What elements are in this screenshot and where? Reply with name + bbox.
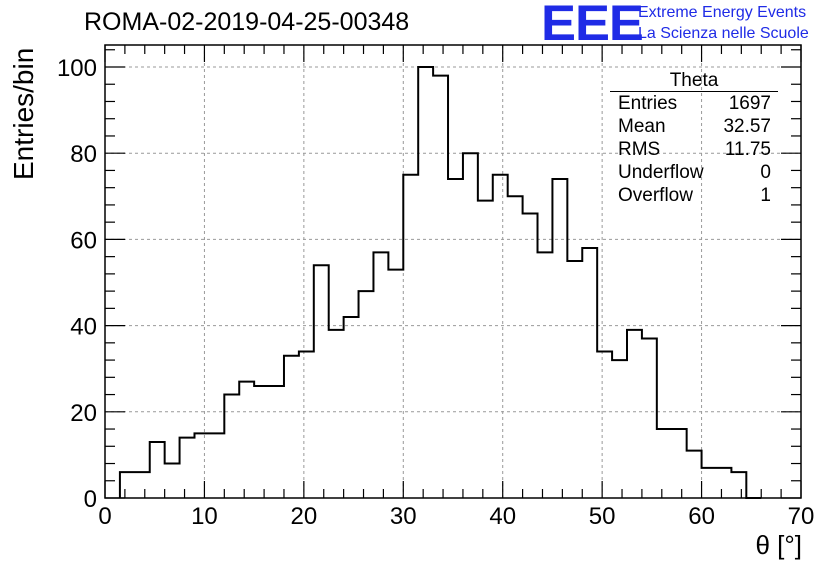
stats-row-rms: RMS 11.75 (610, 138, 778, 161)
x-tick-labels: 0 10 20 30 40 50 60 70 (98, 503, 814, 530)
stats-box: Theta Entries 1697 Mean 32.57 RMS 11.75 … (610, 70, 778, 207)
stats-row-entries: Entries 1697 (610, 92, 778, 115)
stats-label: Mean (618, 116, 666, 137)
y-tick-label: 0 (84, 486, 97, 513)
stats-row-mean: Mean 32.57 (610, 115, 778, 138)
y-tick-label: 80 (70, 141, 97, 168)
axis-ticks (104, 45, 802, 499)
stats-value: 1 (760, 185, 771, 206)
stats-label: Underflow (618, 162, 704, 183)
x-tick-label: 30 (390, 503, 417, 530)
x-tick-label: 0 (98, 503, 111, 530)
y-tick-label: 20 (70, 400, 97, 427)
x-tick-label: 20 (291, 503, 318, 530)
histogram-line (118, 66, 762, 499)
eee-logo: EEE (541, 0, 644, 51)
x-tick-label: 40 (489, 503, 516, 530)
y-tick-label: 40 (70, 314, 97, 341)
y-tick-label: 60 (70, 227, 97, 254)
chart-title: ROMA-02-2019-04-25-00348 (84, 8, 410, 36)
x-axis-label: θ [°] (755, 530, 802, 560)
y-tick-label: 100 (57, 55, 97, 82)
logo-line-1: Extreme Energy Events (638, 4, 807, 21)
x-tick-label: 60 (688, 503, 715, 530)
stats-value: 32.57 (723, 116, 771, 137)
stats-value: 11.75 (724, 139, 771, 160)
stats-value: 0 (760, 162, 771, 183)
stats-row-underflow: Underflow 0 (610, 161, 778, 184)
stats-value: 1697 (728, 93, 771, 114)
logo-line-2: La Scienza nelle Scuole (638, 25, 809, 42)
x-tick-label: 70 (788, 503, 815, 530)
grid-lines (105, 45, 801, 498)
x-tick-label: 50 (589, 503, 616, 530)
y-axis-label: Entries/bin (8, 47, 39, 180)
stats-label: RMS (618, 139, 661, 160)
plot-frame (104, 44, 802, 499)
x-tick-label: 10 (191, 503, 218, 530)
stats-row-overflow: Overflow 1 (610, 184, 778, 207)
y-tick-labels: 0 20 40 60 80 100 (57, 55, 97, 513)
stats-label: Overflow (618, 185, 693, 206)
stats-label: Entries (618, 93, 678, 114)
stats-title: Theta (610, 70, 778, 92)
